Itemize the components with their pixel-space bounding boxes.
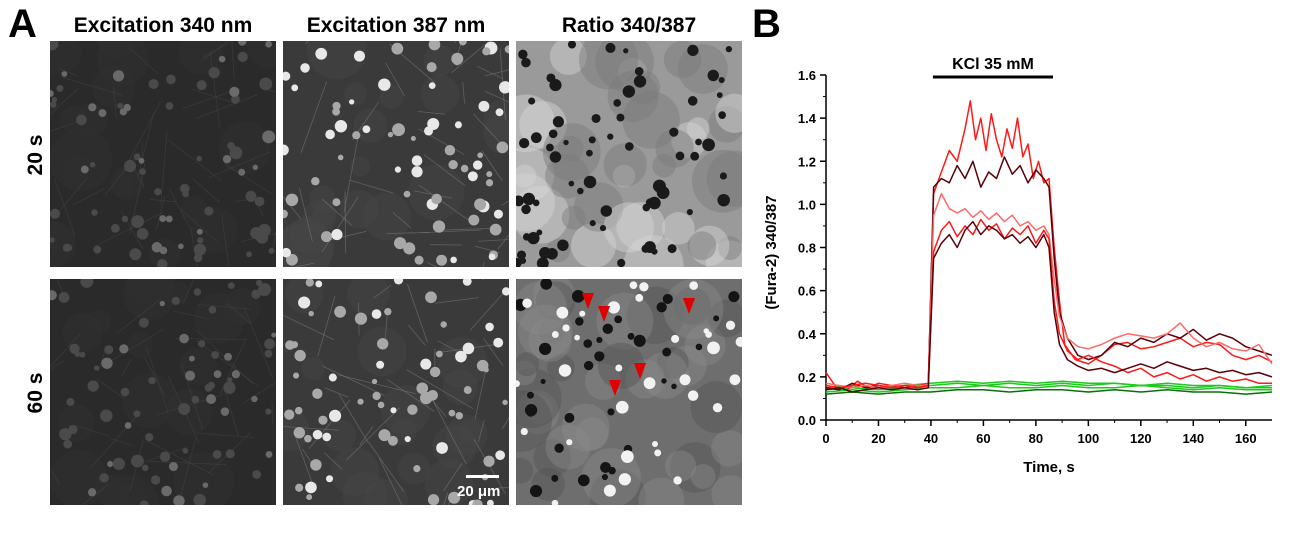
scale-bar bbox=[466, 475, 499, 478]
calcium-ratio-chart: 0 20 40 60 80 100 120 140 160 0.0 0.2 0.4 0.6 0.8 1.0 1… bbox=[763, 56, 1273, 476]
scale-bar-label: 20 μm bbox=[457, 483, 501, 500]
micrograph-ratio-60s bbox=[516, 279, 742, 505]
x-tick-label: 0 bbox=[822, 431, 829, 446]
stimulus-label: KCl 35 mM bbox=[952, 56, 1034, 73]
series-line bbox=[825, 156, 1273, 391]
series-line bbox=[825, 218, 1272, 389]
y-tick-label: 1.4 bbox=[798, 111, 817, 126]
micrograph-340-20s bbox=[50, 41, 276, 267]
y-tick-label: 0.0 bbox=[798, 413, 816, 428]
series-line bbox=[825, 220, 1273, 393]
y-tick-label: 0.6 bbox=[798, 284, 816, 299]
micrograph-ratio-20s bbox=[516, 41, 742, 267]
arrowhead-marker bbox=[609, 380, 621, 396]
micrograph-387-20s bbox=[283, 41, 509, 267]
y-tick-label: 1.0 bbox=[798, 197, 816, 212]
x-tick-label: 120 bbox=[1130, 431, 1152, 446]
arrowhead-marker bbox=[634, 363, 646, 379]
panel-a-letter: A bbox=[8, 2, 37, 46]
panel-b-letter: B bbox=[752, 2, 781, 46]
arrowhead-marker bbox=[598, 306, 610, 322]
column-title-ratio: Ratio 340/387 bbox=[561, 14, 697, 37]
y-tick-label: 0.4 bbox=[798, 327, 817, 342]
row-label-60s: 60 s bbox=[24, 372, 47, 414]
x-axis-label: Time, s bbox=[1023, 459, 1074, 476]
x-tick-label: 100 bbox=[1078, 431, 1100, 446]
series-line bbox=[825, 389, 1273, 395]
arrowhead-markers bbox=[582, 293, 695, 396]
y-axis-label: (Fura-2) 340/387 bbox=[763, 195, 780, 309]
x-tick-label: 20 bbox=[871, 431, 885, 446]
y-tick-label: 1.2 bbox=[798, 154, 816, 169]
row-label-20s: 20 s bbox=[24, 134, 47, 176]
x-tick-label: 40 bbox=[924, 431, 938, 446]
x-tick-label: 140 bbox=[1182, 431, 1204, 446]
y-tick-label: 0.8 bbox=[798, 241, 816, 256]
series-line bbox=[825, 384, 1272, 393]
arrowhead-marker bbox=[683, 298, 695, 314]
micrograph-340-60s bbox=[50, 279, 276, 505]
arrowhead-marker bbox=[582, 293, 594, 309]
column-title-340: Excitation 340 nm bbox=[73, 14, 253, 37]
x-tick-label: 80 bbox=[1029, 431, 1043, 446]
x-tick-label: 160 bbox=[1235, 431, 1257, 446]
y-tick-label: 0.2 bbox=[798, 370, 816, 385]
x-tick-label: 60 bbox=[976, 431, 990, 446]
y-tick-label: 1.6 bbox=[798, 68, 816, 83]
column-title-387: Excitation 387 nm bbox=[306, 14, 486, 37]
micrograph-387-60s: 20 μm bbox=[283, 279, 509, 505]
series-line bbox=[825, 192, 1273, 389]
